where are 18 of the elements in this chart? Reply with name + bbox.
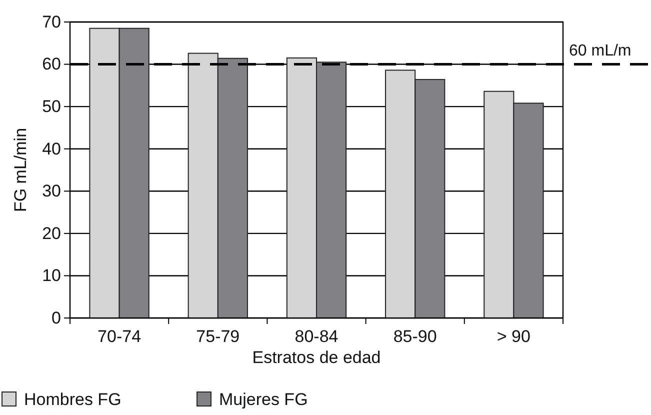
x-tick-label: 80-84	[294, 327, 338, 346]
x-tick-label: 75-79	[196, 327, 240, 346]
y-tick-label: 30	[42, 182, 61, 201]
x-tick-label: 85-90	[393, 327, 437, 346]
y-tick-label: 70	[42, 12, 61, 32]
y-tick-label: 10	[42, 266, 61, 286]
y-tick-label: 20	[42, 224, 61, 243]
y-tick-label: 0	[52, 308, 61, 328]
x-tick-label: 70-74	[98, 327, 142, 346]
legend-label: Mujeres FG	[219, 390, 308, 409]
ref-line-label: 60 mL/m	[569, 42, 632, 60]
y-tick-label: 60	[42, 54, 61, 74]
x-axis-title: Estratos de edad	[252, 348, 381, 367]
y-tick-label: 40	[42, 139, 61, 158]
legend-label: Hombres FG	[24, 390, 122, 409]
y-tick-label: 50	[42, 97, 61, 116]
y-axis-title: FG mL/min	[11, 128, 30, 212]
x-tick-label: > 90	[496, 327, 530, 346]
